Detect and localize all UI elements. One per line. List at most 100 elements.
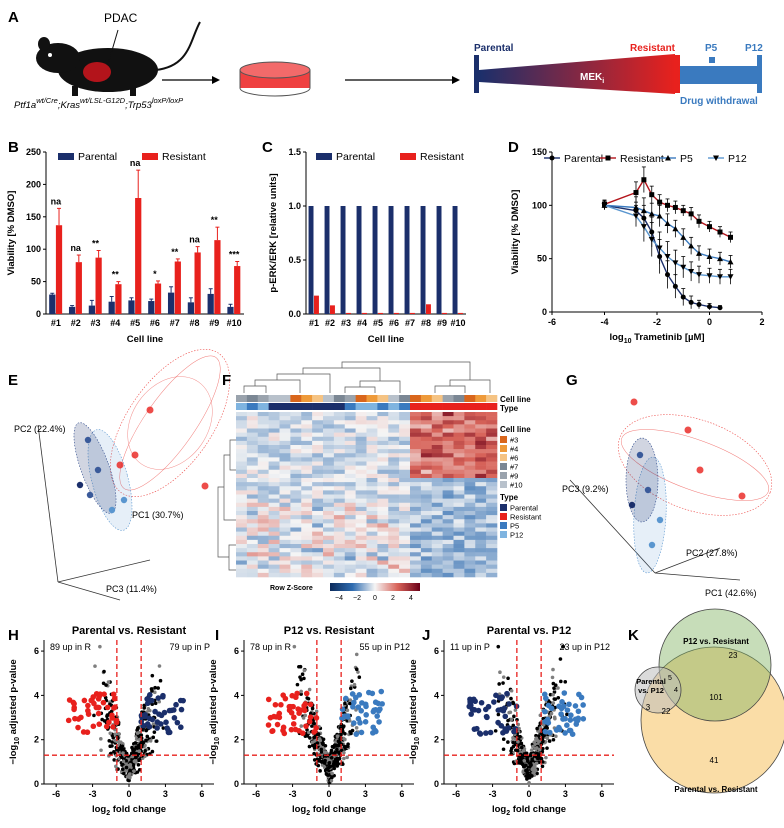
legend-cell-label: #4: [510, 445, 518, 454]
heatmap-cell: [420, 465, 433, 471]
heatmap-cell: [257, 527, 269, 532]
heatmap-cell: [420, 494, 433, 499]
volcano-point: [544, 755, 548, 760]
heatmap-cell: [333, 490, 346, 495]
bar-parental: [187, 302, 194, 314]
heatmap-cell: [268, 436, 280, 442]
heatmap-cell: [399, 445, 411, 450]
heatmap-cell: [464, 511, 476, 516]
heatmap-cell: [301, 527, 313, 532]
timeline-wedge: [474, 54, 762, 94]
heatmap-cell: [355, 531, 367, 537]
heatmap-cell: [268, 449, 280, 454]
volcano-point-left: [280, 724, 287, 731]
bar-parental: [356, 206, 362, 314]
heatmap-cell: [486, 556, 498, 561]
heatmap-cell: [257, 457, 269, 462]
heatmap-cell: [453, 445, 465, 450]
point-p12: [696, 272, 702, 278]
heatmap-cell: [464, 412, 476, 417]
heatmap-cell: [257, 478, 269, 483]
heatmap-cell: [388, 473, 400, 479]
heatmap-cell: [312, 511, 324, 516]
volcano-point: [342, 744, 347, 749]
heatmap-cell: [410, 445, 422, 450]
heatmap-cell: [442, 511, 454, 516]
heatmap-cell: [431, 465, 443, 471]
legend-type-label: Resistant: [510, 513, 542, 522]
volcano-point: [113, 732, 118, 736]
heatmap-cell: [442, 440, 454, 446]
legend-label-parental: Parental: [564, 153, 603, 165]
heatmap-cell: [333, 432, 346, 438]
heatmap-cell: [410, 436, 422, 442]
heatmap-cell: [366, 506, 378, 512]
volcano-point: [136, 762, 141, 767]
heatmap-cell: [431, 560, 443, 565]
heatmap-cell: [301, 515, 313, 520]
heatmap-cell: [312, 560, 324, 565]
heatmap-cell: [290, 416, 302, 421]
heatmap-cell: [431, 449, 443, 454]
heatmap-cell: [290, 568, 302, 574]
heatmap-cell: [420, 548, 433, 553]
volcano-point: [111, 735, 116, 740]
legend-label-resistant: Resistant: [420, 151, 464, 163]
heatmap-cell: [355, 498, 367, 504]
heatmap-cell: [475, 440, 487, 446]
heatmap-cell: [399, 482, 411, 487]
heatmap-cell: [442, 519, 454, 524]
heatmap-cell: [388, 560, 400, 565]
volcano-point: [547, 739, 552, 743]
heatmap-cell: [377, 498, 389, 504]
heatmap-cell: [355, 482, 367, 487]
heatmap-cell: [355, 490, 367, 495]
heatmap-cell: [257, 428, 269, 433]
heatmap-cell: [464, 482, 476, 487]
heatmap-cell: [236, 535, 248, 541]
volcano-point: [509, 696, 513, 701]
volcano-point-left: [281, 730, 288, 737]
volcano-point: [345, 755, 349, 760]
volcano-point-left: [476, 730, 483, 736]
heatmap-cell: [475, 515, 487, 520]
x-axis-title: log2 fold change: [92, 804, 166, 817]
heatmap-cell: [268, 478, 280, 483]
heatmap-cell: [453, 535, 465, 541]
heatmap-cell: [486, 531, 498, 537]
volcano-point-right: [168, 707, 175, 714]
volcano-title: P12 vs. Resistant: [284, 625, 375, 637]
volcano-point: [501, 737, 506, 741]
annot-cell-cell: [290, 395, 302, 402]
volcano-point: [535, 771, 539, 776]
heatmap-cell: [388, 548, 400, 553]
heatmap-cell: [246, 473, 259, 479]
volcano-point: [303, 713, 308, 718]
heatmap-cell: [301, 490, 313, 495]
volcano-point-left: [110, 724, 116, 730]
heatmap-cell: [410, 527, 422, 532]
legend-type-label: P12: [510, 531, 523, 540]
heatmap-cell: [464, 490, 476, 495]
legend-type-swatch: [500, 504, 507, 511]
heatmap-cell: [399, 527, 411, 532]
heatmap-cell: [442, 432, 454, 438]
volcano-title: Parental vs. Resistant: [72, 625, 187, 637]
annot-type-cell: [333, 403, 346, 410]
heatmap-cell: [312, 519, 324, 524]
heatmap-cell: [312, 473, 324, 479]
heatmap-cell: [312, 531, 324, 537]
volcano-point: [332, 760, 337, 765]
annot-cell-cell: [399, 395, 411, 402]
volcano-point: [342, 756, 346, 761]
x-tick-label: -3: [89, 789, 97, 799]
heatmap-cell: [366, 465, 378, 471]
heatmap-cell: [388, 556, 400, 561]
volcano-point-right: [556, 703, 562, 710]
heatmap-cell: [377, 511, 389, 516]
heatmap-cell: [442, 568, 454, 574]
volcano-point: [343, 737, 347, 742]
x-tick-label: -6: [252, 789, 260, 799]
legend-swatch-parental: [316, 153, 332, 160]
heatmap-cell: [431, 457, 443, 462]
